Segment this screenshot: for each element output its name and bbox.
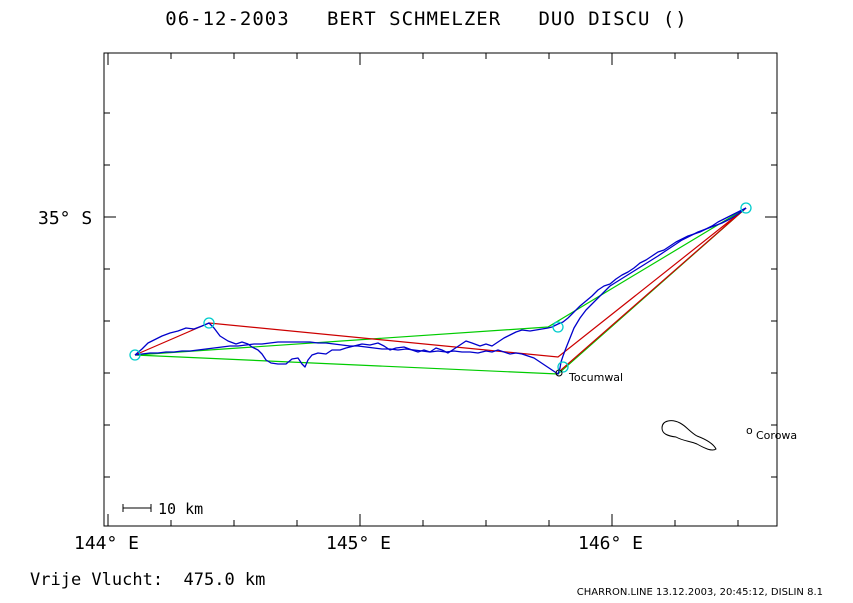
turnpoint-3 xyxy=(740,202,752,214)
town-label-tocumwal: Tocumwal xyxy=(568,371,623,384)
turnpoint-1 xyxy=(203,317,215,329)
lon-label-146e: 146° E xyxy=(578,533,643,554)
town-marker-tocumwal xyxy=(555,369,563,377)
lon-label-145e: 145° E xyxy=(326,533,391,554)
task-route-red xyxy=(134,207,747,371)
lon-label-144e: 144° E xyxy=(74,533,139,554)
plot-frame xyxy=(103,52,778,527)
map-title: 06-12-2003 BERT SCHMELZER DUO DISCU () xyxy=(165,8,688,30)
axis-ticks xyxy=(104,53,777,526)
lat-label-35s: 35° S xyxy=(38,208,92,229)
flight-track-return xyxy=(134,207,747,375)
free-flight-distance: Vrije Vlucht: 475.0 km xyxy=(30,570,266,590)
scale-bar xyxy=(122,504,152,512)
turnpoints xyxy=(129,202,752,373)
credit-line: CHARRON.LINE 13.12.2003, 20:45:12, DISLI… xyxy=(576,587,823,598)
town-label-corowa: Corowa xyxy=(756,429,797,442)
turnpoint-start xyxy=(129,349,141,361)
turnpoint-finish xyxy=(557,361,569,373)
turnpoint-2 xyxy=(552,321,564,333)
town-marker-corowa: o xyxy=(746,424,753,437)
scale-bar-label: 10 km xyxy=(158,500,203,518)
lake-outline xyxy=(661,420,717,451)
